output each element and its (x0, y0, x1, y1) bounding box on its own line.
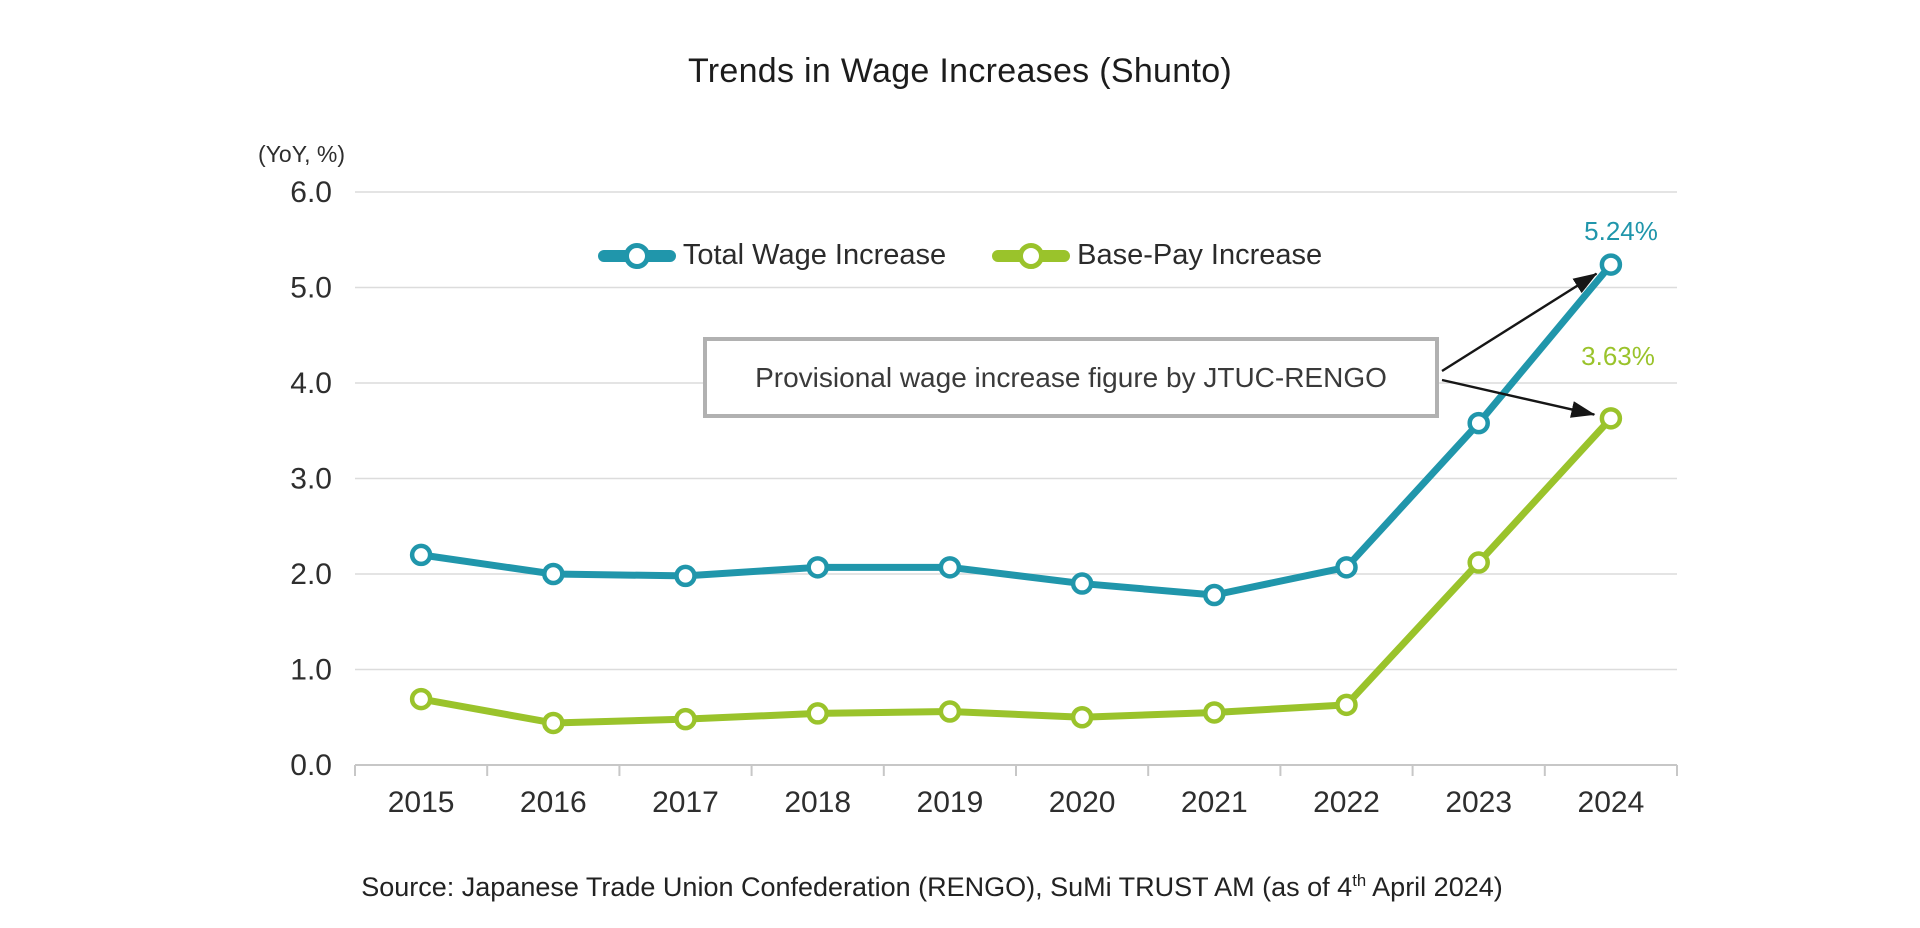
x-tick-label-2024: 2024 (1578, 786, 1645, 819)
base-pay-increase-point-2017 (674, 707, 697, 731)
total-wage-increase-point-2024 (1599, 253, 1623, 276)
base-pay-increase-line (417, 414, 1615, 727)
base-pay-increase-point-2022 (1335, 693, 1358, 717)
base-pay-increase-point-2023 (1467, 551, 1490, 574)
y-tick-label-0.0: 0.0 (290, 749, 332, 782)
base-pay-increase-point-2019 (938, 700, 962, 723)
base-pay-increase-point-2020 (1070, 706, 1094, 729)
base-pay-increase-point-2018 (806, 702, 829, 725)
total-wage-increase-point-2017 (674, 564, 697, 588)
legend-label-base-pay: Base-Pay Increase (1077, 239, 1323, 271)
x-tick-label-2020: 2020 (1049, 786, 1116, 819)
base-pay-increase-point-2024 (1599, 407, 1623, 430)
y-axis-unit-label: (YoY, %) (258, 141, 345, 167)
total-wage-line-marker-icon (597, 242, 676, 269)
y-tick-label-6.0: 6.0 (290, 176, 332, 209)
x-tick-label-2015: 2015 (388, 786, 455, 819)
y-tick-label-4.0: 4.0 (290, 367, 332, 400)
total-wage-increase-point-2019 (938, 556, 962, 579)
legend: Total Wage Increase Base-Pay Increase (0, 239, 1920, 272)
source-text: Source: Japanese Trade Union Confederati… (361, 872, 1353, 902)
y-tick-label-5.0: 5.0 (290, 272, 332, 305)
x-tick-label-2019: 2019 (917, 786, 984, 819)
x-tick-label-2016: 2016 (520, 786, 587, 819)
legend-label-total-wage: Total Wage Increase (682, 239, 947, 271)
x-tick-label-2021: 2021 (1181, 786, 1248, 819)
legend-item-base-pay-increase: Base-Pay Increase (992, 239, 1322, 272)
total-wage-increase-line (417, 261, 1615, 599)
source-note: Source: Japanese Trade Union Confederati… (0, 864, 1920, 904)
annotation-arrow-base-pay (1441, 378, 1596, 418)
x-tick-label-2023: 2023 (1445, 786, 1512, 819)
base-pay-increase-point-2015 (409, 687, 433, 711)
x-tick-label-2022: 2022 (1313, 786, 1380, 819)
total-wage-increase-point-2015 (409, 543, 433, 567)
total-wage-increase-point-2020 (1070, 572, 1094, 595)
total-wage-increase-point-2018 (806, 556, 829, 579)
total-wage-2024-value-label: 5.24% (1584, 216, 1658, 246)
total-wage-increase-point-2023 (1467, 411, 1490, 435)
annotation-box: Provisional wage increase figure by JTUC… (703, 337, 1439, 418)
x-tick-label-2017: 2017 (652, 786, 719, 819)
total-wage-increase-point-2016 (542, 562, 565, 586)
base-pay-point-icon (1018, 242, 1045, 269)
total-wage-increase-point-2021 (1203, 583, 1226, 607)
total-wage-increase-point-2022 (1335, 556, 1358, 579)
annotation-arrow-total-wage (1441, 272, 1598, 373)
source-superscript: th (1352, 871, 1367, 890)
total-wage-point-icon (623, 242, 650, 269)
y-tick-label-1.0: 1.0 (290, 654, 332, 687)
chart-title: Trends in Wage Increases (Shunto) (687, 52, 1233, 90)
x-tick-label-2018: 2018 (784, 786, 851, 819)
legend-item-total-wage-increase: Total Wage Increase (597, 239, 947, 272)
source-text-tail: April 2024) (1366, 872, 1503, 902)
base-pay-increase-point-2021 (1203, 701, 1226, 724)
y-tick-label-3.0: 3.0 (290, 463, 332, 496)
base-pay-2024-value-label: 3.63% (1581, 341, 1655, 371)
base-pay-increase-point-2016 (542, 711, 565, 735)
base-pay-line-marker-icon (992, 242, 1071, 269)
y-tick-label-2.0: 2.0 (290, 558, 332, 591)
